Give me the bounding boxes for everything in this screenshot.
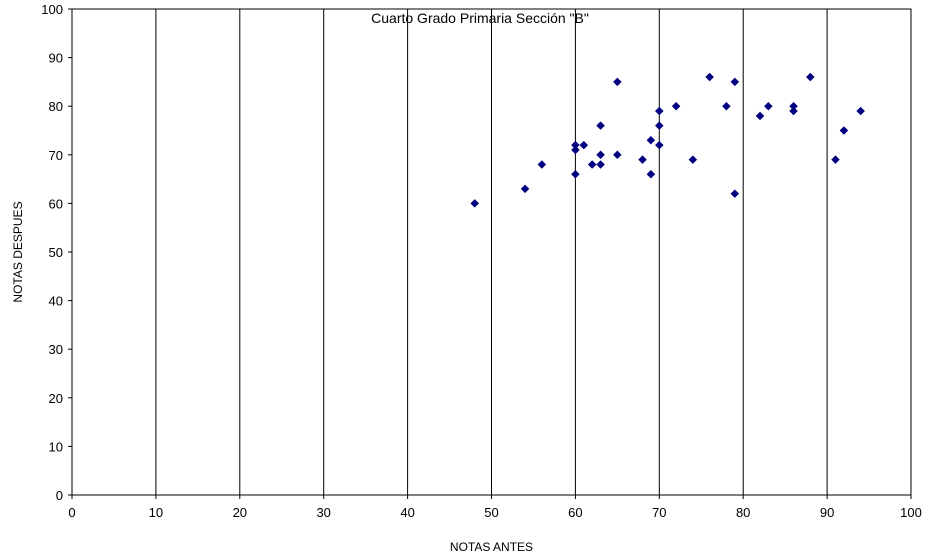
x-tick-label: 20: [233, 505, 247, 520]
x-tick-label: 30: [316, 505, 330, 520]
data-point: [587, 160, 597, 169]
data-point: [596, 121, 605, 130]
data-point: [654, 140, 664, 150]
data-point: [831, 155, 840, 165]
data-point: [856, 106, 866, 116]
data-points: [470, 72, 866, 208]
data-point: [755, 111, 765, 121]
data-point: [654, 121, 664, 130]
x-tick-label: 60: [568, 505, 582, 520]
y-tick-label: 90: [49, 51, 63, 66]
x-tick-label: 100: [900, 505, 922, 520]
data-point: [789, 106, 798, 116]
data-point: [638, 155, 647, 165]
y-axis-label: NOTAS DESPUES: [11, 201, 25, 302]
data-point: [671, 101, 681, 111]
y-tick-label: 100: [41, 2, 63, 17]
axis-ticks: 0 10 20 30 40 50 60 70 80 90 100 0 10 20 30 40 50 60 70 80 9…: [41, 2, 922, 520]
data-point: [470, 199, 480, 208]
data-point: [722, 101, 731, 111]
grid-lines: [155, 9, 828, 495]
data-point: [654, 106, 664, 116]
data-point: [537, 160, 547, 169]
y-tick-label: 80: [49, 99, 63, 114]
data-point: [596, 160, 605, 169]
x-tick-label: 0: [68, 505, 75, 520]
data-point: [520, 184, 530, 194]
data-point: [705, 72, 714, 82]
data-point: [646, 169, 656, 179]
x-tick-label: 70: [652, 505, 666, 520]
data-point: [596, 150, 605, 160]
y-tick-label: 20: [49, 391, 63, 406]
y-tick-label: 30: [49, 342, 63, 357]
data-point: [571, 145, 580, 155]
y-tick-label: 40: [49, 294, 63, 309]
x-tick-label: 10: [149, 505, 163, 520]
data-point: [646, 135, 656, 145]
x-tick-label: 50: [484, 505, 498, 520]
data-point: [612, 150, 622, 160]
data-point: [839, 126, 849, 135]
data-point: [579, 140, 589, 150]
x-tick-label: 40: [400, 505, 414, 520]
y-tick-label: 70: [49, 148, 63, 163]
data-point: [571, 169, 580, 179]
data-point: [688, 155, 698, 165]
data-point: [612, 77, 622, 87]
y-tick-label: 50: [49, 245, 63, 260]
data-point: [730, 77, 740, 87]
data-point: [730, 189, 740, 199]
x-axis-label: NOTAS ANTES: [450, 540, 533, 554]
x-tick-label: 90: [820, 505, 834, 520]
y-tick-label: 10: [49, 439, 63, 454]
data-point: [805, 72, 815, 82]
data-point: [764, 101, 773, 111]
chart-title: Cuarto Grado Primaria Sección "B": [371, 10, 589, 26]
y-tick-label: 60: [49, 196, 63, 211]
x-tick-label: 80: [736, 505, 750, 520]
y-tick-label: 0: [56, 488, 63, 503]
